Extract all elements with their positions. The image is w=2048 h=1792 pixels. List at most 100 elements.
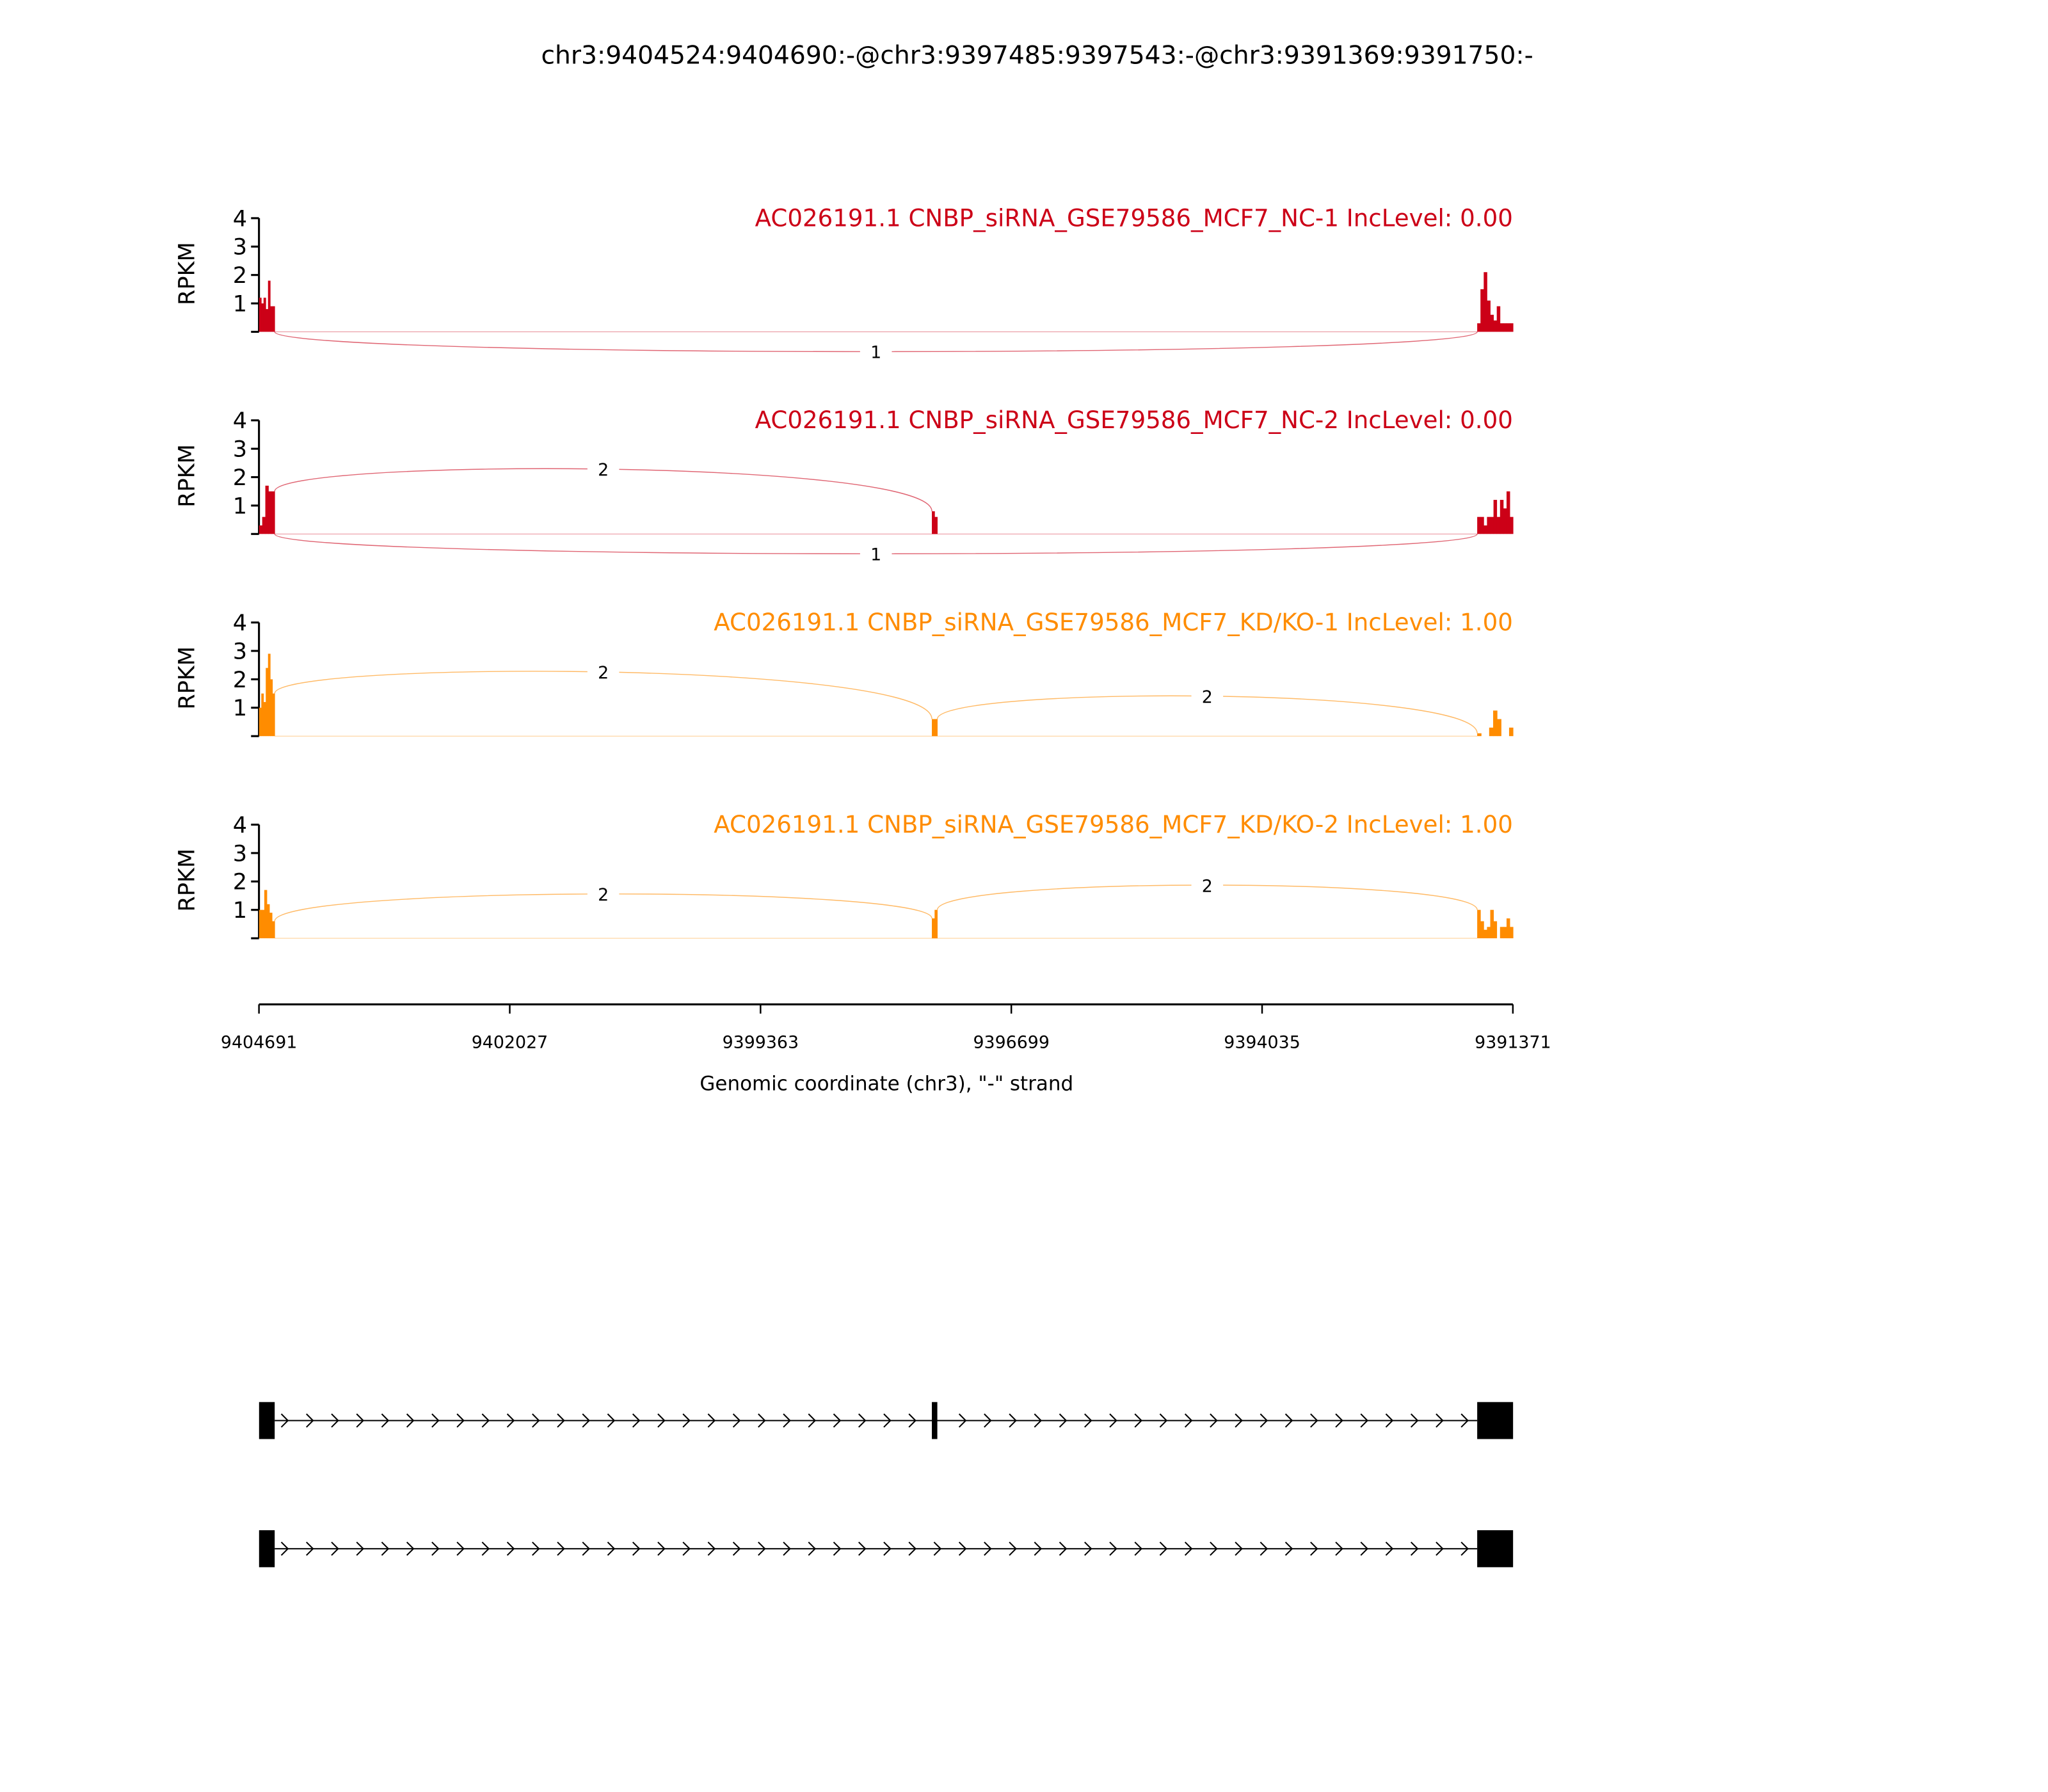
coverage-bar [264, 890, 268, 939]
strand-arrow-icon [1134, 1413, 1142, 1428]
strand-arrow-icon [1210, 1541, 1218, 1556]
strand-arrow-icon [858, 1413, 867, 1428]
junction-count: 1 [870, 343, 881, 363]
coverage-bar [1477, 733, 1482, 737]
coverage-bar [268, 280, 271, 332]
strand-arrow-icon [1460, 1413, 1469, 1428]
strand-arrow-icon [1109, 1413, 1117, 1428]
strand-arrow-icon [481, 1413, 490, 1428]
coverage-bar [1484, 525, 1487, 534]
strand-arrow-icon [1260, 1541, 1268, 1556]
strand-arrow-icon [532, 1413, 540, 1428]
strand-arrow-icon [557, 1413, 565, 1428]
y-tick-label: 1 [233, 291, 247, 317]
gene-model [259, 1402, 1514, 1567]
junction-label-bg [587, 660, 620, 684]
coverage-bar [263, 701, 266, 737]
x-axis-label: Genomic coordinate (chr3), "-" strand [700, 1072, 1073, 1095]
strand-arrow-icon [557, 1541, 565, 1556]
y-tick-label: 3 [233, 436, 247, 463]
exon-block [1477, 1530, 1514, 1567]
strand-arrow-icon [1184, 1413, 1193, 1428]
coverage-bar [932, 918, 935, 939]
coverage-bar [1500, 927, 1504, 939]
coverage-bar [267, 904, 270, 939]
junction-count: 2 [1202, 876, 1213, 896]
junction-count: 2 [598, 663, 609, 683]
strand-arrow-icon [833, 1541, 842, 1556]
coverage-bar [265, 485, 269, 534]
strand-arrow-icon [933, 1541, 942, 1556]
strand-arrow-icon [607, 1541, 616, 1556]
y-tick-label: 2 [233, 262, 247, 289]
coverage-bar [272, 306, 275, 332]
strand-arrow-icon [858, 1541, 867, 1556]
strand-arrow-icon [808, 1541, 817, 1556]
coverage-bar [268, 653, 271, 737]
coverage-bar [266, 668, 269, 737]
junction-label-bg [1191, 684, 1224, 708]
coverage-bar [1503, 927, 1507, 939]
coverage-bar [1497, 719, 1501, 737]
strand-arrow-icon [657, 1541, 666, 1556]
coverage-bar [1480, 921, 1484, 939]
coverage-bar [932, 719, 938, 737]
strand-arrow-icon [331, 1413, 339, 1428]
x-tick-label: 9396699 [973, 1032, 1049, 1052]
coverage-bar [1506, 918, 1510, 939]
coverage-bar [1493, 710, 1498, 737]
strand-arrow-icon [958, 1413, 967, 1428]
strand-arrow-icon [632, 1541, 641, 1556]
coverage-bar [932, 511, 935, 534]
y-axis-label: RPKM [173, 242, 200, 305]
junction-count: 2 [598, 885, 609, 905]
strand-arrow-icon [506, 1541, 515, 1556]
junction-label-bg [860, 339, 892, 364]
strand-arrow-icon [1460, 1541, 1469, 1556]
strand-arrow-icon [883, 1541, 892, 1556]
x-tick-label: 9402027 [472, 1032, 548, 1052]
coverage-bar [259, 707, 262, 737]
coverage-bar [1510, 927, 1514, 939]
exon-block [932, 1402, 938, 1439]
strand-arrow-icon [1034, 1541, 1043, 1556]
strand-arrow-icon [732, 1413, 741, 1428]
x-tick-label: 9394035 [1224, 1032, 1300, 1052]
coverage-bar [261, 693, 264, 737]
strand-arrow-icon [582, 1413, 591, 1428]
coverage-bar [1490, 314, 1494, 332]
strand-arrow-icon [783, 1413, 791, 1428]
strand-arrow-icon [331, 1541, 339, 1556]
strand-arrow-icon [958, 1541, 967, 1556]
coverage-bar [259, 909, 262, 939]
strand-arrow-icon [1034, 1413, 1043, 1428]
strand-arrow-icon [406, 1413, 415, 1428]
strand-arrow-icon [1284, 1541, 1293, 1556]
strand-arrow-icon [306, 1541, 314, 1556]
coverage-bar [269, 913, 273, 939]
track-label: AC026191.1 CNBP_siRNA_GSE79586_MCF7_KD/K… [714, 609, 1513, 636]
coverage-bar [259, 525, 263, 534]
coverage-bar [271, 491, 275, 534]
strand-arrow-icon [280, 1541, 289, 1556]
coverage-bar [1510, 516, 1514, 534]
strand-arrow-icon [908, 1413, 916, 1428]
junction-count: 2 [598, 460, 609, 480]
coverage-bar [1506, 323, 1510, 332]
strand-arrow-icon [1109, 1541, 1117, 1556]
strand-arrow-icon [1059, 1413, 1068, 1428]
strand-arrow-icon [707, 1413, 716, 1428]
strand-arrow-icon [1235, 1413, 1243, 1428]
strand-arrow-icon [682, 1413, 691, 1428]
coverage-bar [1506, 491, 1510, 534]
coverage-bar [1500, 323, 1504, 332]
exon-block [259, 1402, 275, 1439]
coverage-bar [261, 909, 265, 939]
y-tick-label: 1 [233, 695, 247, 721]
x-tick-label: 9391371 [1475, 1032, 1551, 1052]
coverage-bar [1487, 927, 1491, 939]
strand-arrow-icon [1310, 1413, 1318, 1428]
